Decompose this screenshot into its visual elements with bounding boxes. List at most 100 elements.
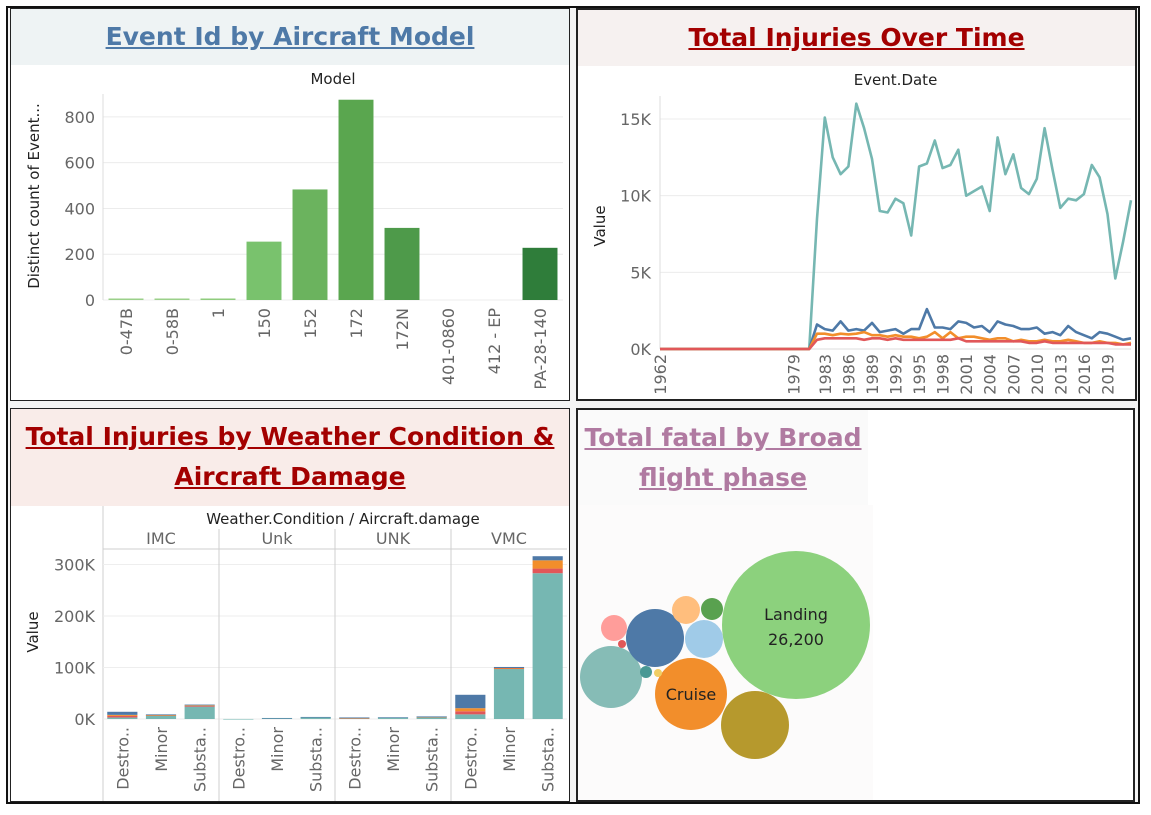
model-y-axis-label: Distinct count of Event... [25,103,43,289]
model-x-tick: 150 [255,308,274,339]
weather-bar-segment [300,717,331,719]
weather-x-tick: Substa.. [307,727,326,792]
weather-bar-segment [532,560,563,569]
weather-x-tick: Substa.. [423,727,442,792]
time-y-tick: 10K [620,187,651,206]
weather-x-tick: Minor [268,727,287,772]
time-x-tick: 1983 [816,354,835,395]
weather-x-tick: Substa.. [191,727,210,792]
weather-bar-segment [184,705,215,707]
model-bar [200,298,236,300]
model-bar-chart: Model Distinct count of Event... 0 200 400 60… [25,70,563,390]
bubble-phase-9 [618,640,626,648]
weather-bar-segment [145,714,177,715]
weather-header: Weather.Condition / Aircraft.damage [206,510,480,528]
phase-bubble-chart: Landing 26,200 Cruise [580,551,870,759]
weather-x-tick: Destro.. [461,727,480,790]
model-y-tick: 0 [85,291,95,310]
time-series-line [660,102,1133,351]
weather-title-line2: Aircraft Damage [174,462,406,491]
model-x-tick: 0-58B [163,308,182,355]
model-bar [154,298,190,300]
bubble-phase-7 [701,598,723,620]
weather-title-line1: Total Injuries by Weather Condition & [25,422,555,451]
time-x-tick: 1998 [934,354,953,395]
model-bar [292,189,328,300]
weather-bar-segment [455,714,486,719]
weather-bar-segment [493,668,525,669]
weather-bar-segment [455,708,486,712]
weather-bar-segment [184,704,215,706]
model-x-tick: 401-0860 [439,308,458,385]
model-bar [108,298,144,300]
time-x-tick: 1995 [910,354,929,395]
model-y-tick: 800 [64,108,95,127]
weather-bar-segment [455,694,486,709]
bubble-phase-3 [580,646,642,708]
bubble-label: Cruise [666,685,717,704]
weather-bar-segment [532,573,563,719]
weather-chart-title: Total Injuries by Weather Condition & Ai… [11,409,569,506]
time-y-tick: 5K [630,263,651,282]
weather-bar-segment [223,718,254,720]
weather-bar-segment [493,669,525,719]
weather-bar-segment [107,714,138,716]
bubble-cruise [655,658,727,730]
weather-bar-segment [416,716,447,719]
model-chart-title: Event Id by Aircraft Model [11,9,569,65]
panel-fatal-by-phase: Total fatal by Broad flight phase Landin… [576,408,1135,802]
weather-bar-segment [184,705,215,706]
time-x-tick: 1962 [651,354,670,395]
model-bar [338,99,374,300]
weather-stacked-bar-chart: Weather.Condition / Aircraft.damage Value… [24,506,567,801]
model-header: Model [310,70,355,88]
weather-bar-segment [261,717,293,719]
weather-y-axis-label: Value [24,611,42,652]
weather-bar-segment [377,717,409,719]
weather-bar-segment [339,718,370,719]
bubble-landing [722,551,870,699]
weather-bar-segment [493,668,525,670]
weather-x-tick: Destro.. [345,727,364,790]
model-x-tick: 0-47B [117,308,136,355]
time-series-line [660,336,1131,351]
time-x-tick: 2016 [1075,354,1094,395]
weather-bar-segment [532,568,563,574]
time-chart-title: Total Injuries Over Time [578,10,1135,66]
time-x-tick: 2001 [957,354,976,395]
bubble-value-label: 26,200 [768,630,824,649]
time-y-axis-label: Value [591,205,609,246]
weather-group-label: IMC [146,529,176,548]
weather-group-label: UNK [376,529,411,548]
weather-group-label: Unk [261,529,293,548]
weather-y-tick: 0K [74,710,95,729]
model-y-tick: 200 [64,245,95,264]
model-bar [384,227,420,300]
time-x-tick: 2019 [1098,354,1117,395]
weather-x-tick: Substa.. [539,727,558,792]
weather-bar-segment [377,717,409,718]
weather-y-tick: 100K [54,658,96,677]
weather-bar-segment [145,715,177,719]
model-x-tick: 412 - EP [485,308,504,375]
bubble-phase-11 [654,669,662,677]
phase-title-line1: Total fatal by Broad [584,423,862,452]
time-x-tick: 1979 [784,354,803,395]
weather-x-tick: Minor [384,727,403,772]
weather-bar-segment [261,718,293,719]
phase-title-line2: flight phase [639,463,807,492]
bubble-label: Landing [764,605,828,624]
bubble-phase-4 [626,609,684,667]
weather-bar-segment [184,706,215,719]
time-x-tick: 2004 [981,354,1000,395]
model-y-tick: 400 [64,199,95,218]
weather-bar-segment [493,666,525,668]
weather-bar-segment [145,714,177,716]
time-y-tick: 0K [630,340,651,359]
model-bar [246,241,282,300]
time-x-tick: 1992 [887,354,906,395]
weather-bar-segment [300,716,331,718]
bubble-phase-6 [672,596,700,624]
model-x-tick: 172 [347,308,366,339]
